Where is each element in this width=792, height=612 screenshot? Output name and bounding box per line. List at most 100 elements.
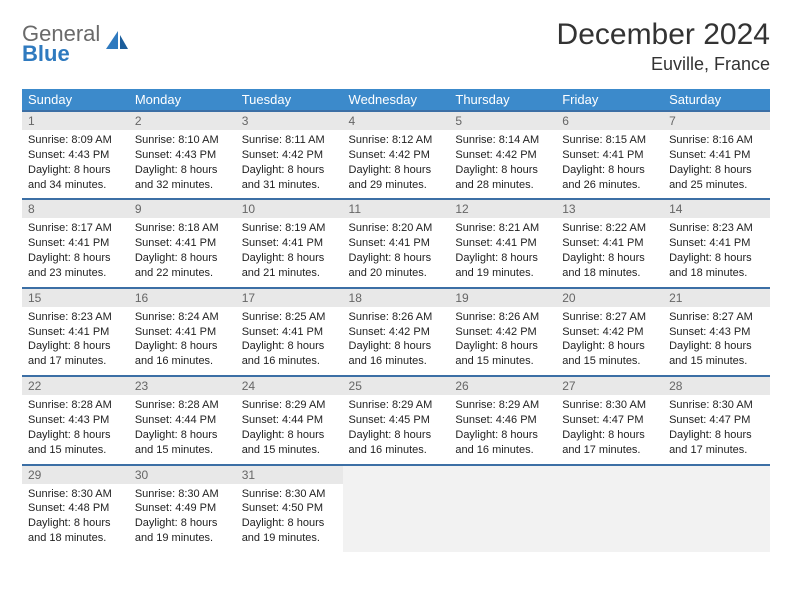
day-number: 28 <box>663 376 770 395</box>
daylight-line: Daylight: 8 hours and 18 minutes. <box>669 251 764 281</box>
sunrise-line: Sunrise: 8:30 AM <box>28 487 123 502</box>
weekday-header: Friday <box>556 89 663 111</box>
sunset-line: Sunset: 4:41 PM <box>242 236 337 251</box>
day-number <box>663 465 770 484</box>
weekday-header: Tuesday <box>236 89 343 111</box>
day-content-row: Sunrise: 8:17 AMSunset: 4:41 PMDaylight:… <box>22 218 770 287</box>
day-number: 3 <box>236 111 343 130</box>
sunrise-line: Sunrise: 8:21 AM <box>455 221 550 236</box>
day-cell: Sunrise: 8:26 AMSunset: 4:42 PMDaylight:… <box>343 307 450 376</box>
daylight-line: Daylight: 8 hours and 26 minutes. <box>562 163 657 193</box>
day-number: 21 <box>663 288 770 307</box>
day-number: 20 <box>556 288 663 307</box>
day-number: 27 <box>556 376 663 395</box>
day-cell: Sunrise: 8:30 AMSunset: 4:50 PMDaylight:… <box>236 484 343 552</box>
day-number-row: 293031 <box>22 465 770 484</box>
sunset-line: Sunset: 4:43 PM <box>28 413 123 428</box>
sunrise-line: Sunrise: 8:10 AM <box>135 133 230 148</box>
daylight-line: Daylight: 8 hours and 15 minutes. <box>135 428 230 458</box>
sunrise-line: Sunrise: 8:30 AM <box>242 487 337 502</box>
sunset-line: Sunset: 4:44 PM <box>135 413 230 428</box>
daylight-line: Daylight: 8 hours and 17 minutes. <box>562 428 657 458</box>
day-cell: Sunrise: 8:28 AMSunset: 4:44 PMDaylight:… <box>129 395 236 464</box>
sunrise-line: Sunrise: 8:20 AM <box>349 221 444 236</box>
sunset-line: Sunset: 4:41 PM <box>669 236 764 251</box>
day-cell: Sunrise: 8:27 AMSunset: 4:42 PMDaylight:… <box>556 307 663 376</box>
day-cell: Sunrise: 8:24 AMSunset: 4:41 PMDaylight:… <box>129 307 236 376</box>
header: General Blue December 2024 Euville, Fran… <box>22 18 770 75</box>
sunrise-line: Sunrise: 8:11 AM <box>242 133 337 148</box>
daylight-line: Daylight: 8 hours and 16 minutes. <box>349 428 444 458</box>
day-number: 30 <box>129 465 236 484</box>
day-cell <box>556 484 663 552</box>
sunrise-line: Sunrise: 8:30 AM <box>669 398 764 413</box>
daylight-line: Daylight: 8 hours and 16 minutes. <box>135 339 230 369</box>
sunset-line: Sunset: 4:42 PM <box>455 148 550 163</box>
sunset-line: Sunset: 4:47 PM <box>562 413 657 428</box>
sunset-line: Sunset: 4:42 PM <box>455 325 550 340</box>
day-number: 4 <box>343 111 450 130</box>
sunset-line: Sunset: 4:43 PM <box>28 148 123 163</box>
sunrise-line: Sunrise: 8:25 AM <box>242 310 337 325</box>
sunrise-line: Sunrise: 8:28 AM <box>135 398 230 413</box>
sunrise-line: Sunrise: 8:14 AM <box>455 133 550 148</box>
weekday-header: Sunday <box>22 89 129 111</box>
day-number: 2 <box>129 111 236 130</box>
day-cell: Sunrise: 8:14 AMSunset: 4:42 PMDaylight:… <box>449 130 556 199</box>
logo-text: General Blue <box>22 24 100 64</box>
day-cell: Sunrise: 8:11 AMSunset: 4:42 PMDaylight:… <box>236 130 343 199</box>
day-cell: Sunrise: 8:29 AMSunset: 4:46 PMDaylight:… <box>449 395 556 464</box>
day-cell: Sunrise: 8:22 AMSunset: 4:41 PMDaylight:… <box>556 218 663 287</box>
sunset-line: Sunset: 4:41 PM <box>242 325 337 340</box>
daylight-line: Daylight: 8 hours and 20 minutes. <box>349 251 444 281</box>
day-number: 24 <box>236 376 343 395</box>
day-cell: Sunrise: 8:18 AMSunset: 4:41 PMDaylight:… <box>129 218 236 287</box>
day-number: 23 <box>129 376 236 395</box>
sunset-line: Sunset: 4:42 PM <box>349 148 444 163</box>
day-number: 31 <box>236 465 343 484</box>
daylight-line: Daylight: 8 hours and 15 minutes. <box>562 339 657 369</box>
day-cell: Sunrise: 8:17 AMSunset: 4:41 PMDaylight:… <box>22 218 129 287</box>
day-content-row: Sunrise: 8:28 AM Sunset: 4:43 PM Daylight:… <box>22 395 770 464</box>
daylight-line: Daylight: 8 hours and 15 minutes. <box>455 339 550 369</box>
daylight-line: Daylight: 8 hours and 21 minutes. <box>242 251 337 281</box>
sunset-line: Sunset: 4:41 PM <box>562 236 657 251</box>
sunrise-line: Sunrise: 8:12 AM <box>349 133 444 148</box>
daylight-line: Daylight: 8 hours and 17 minutes. <box>28 339 123 369</box>
daylight-line: Daylight: 8 hours and 16 minutes. <box>349 339 444 369</box>
daylight-line: Daylight: 8 hours and 17 minutes. <box>669 428 764 458</box>
day-number: 17 <box>236 288 343 307</box>
sunrise-line: Sunrise: 8:29 AM <box>455 398 550 413</box>
day-number: 25 <box>343 376 450 395</box>
day-cell: Sunrise: 8:30 AMSunset: 4:49 PMDaylight:… <box>129 484 236 552</box>
day-cell <box>343 484 450 552</box>
sunset-line: Sunset: 4:44 PM <box>242 413 337 428</box>
day-number <box>343 465 450 484</box>
day-number: 5 <box>449 111 556 130</box>
day-cell: Sunrise: 8:20 AMSunset: 4:41 PMDaylight:… <box>343 218 450 287</box>
day-number: 29 <box>22 465 129 484</box>
sunrise-line: Sunrise: 8:26 AM <box>455 310 550 325</box>
day-cell <box>449 484 556 552</box>
sunrise-line: Sunrise: 8:27 AM <box>669 310 764 325</box>
daylight-line: Daylight: 8 hours and 31 minutes. <box>242 163 337 193</box>
day-cell: Sunrise: 8:30 AMSunset: 4:48 PMDaylight:… <box>22 484 129 552</box>
day-number-row: 1234567 <box>22 111 770 130</box>
day-number: 26 <box>449 376 556 395</box>
daylight-line: Daylight: 8 hours and 32 minutes. <box>135 163 230 193</box>
logo: General Blue <box>22 18 130 64</box>
day-cell: Sunrise: 8:12 AMSunset: 4:42 PMDaylight:… <box>343 130 450 199</box>
daylight-line: Daylight: 8 hours and 29 minutes. <box>349 163 444 193</box>
sunset-line: Sunset: 4:50 PM <box>242 501 337 516</box>
day-number-row: 891011121314 <box>22 199 770 218</box>
sunset-line: Sunset: 4:45 PM <box>349 413 444 428</box>
day-number: 14 <box>663 199 770 218</box>
day-cell: Sunrise: 8:29 AMSunset: 4:45 PMDaylight:… <box>343 395 450 464</box>
day-number-row: 15161718192021 <box>22 288 770 307</box>
day-cell <box>663 484 770 552</box>
day-cell: Sunrise: 8:27 AMSunset: 4:43 PMDaylight:… <box>663 307 770 376</box>
sunrise-line: Sunrise: 8:19 AM <box>242 221 337 236</box>
location: Euville, France <box>557 54 770 75</box>
sunrise-line: Sunrise: 8:29 AM <box>242 398 337 413</box>
sunrise-line: Sunrise: 8:17 AM <box>28 221 123 236</box>
